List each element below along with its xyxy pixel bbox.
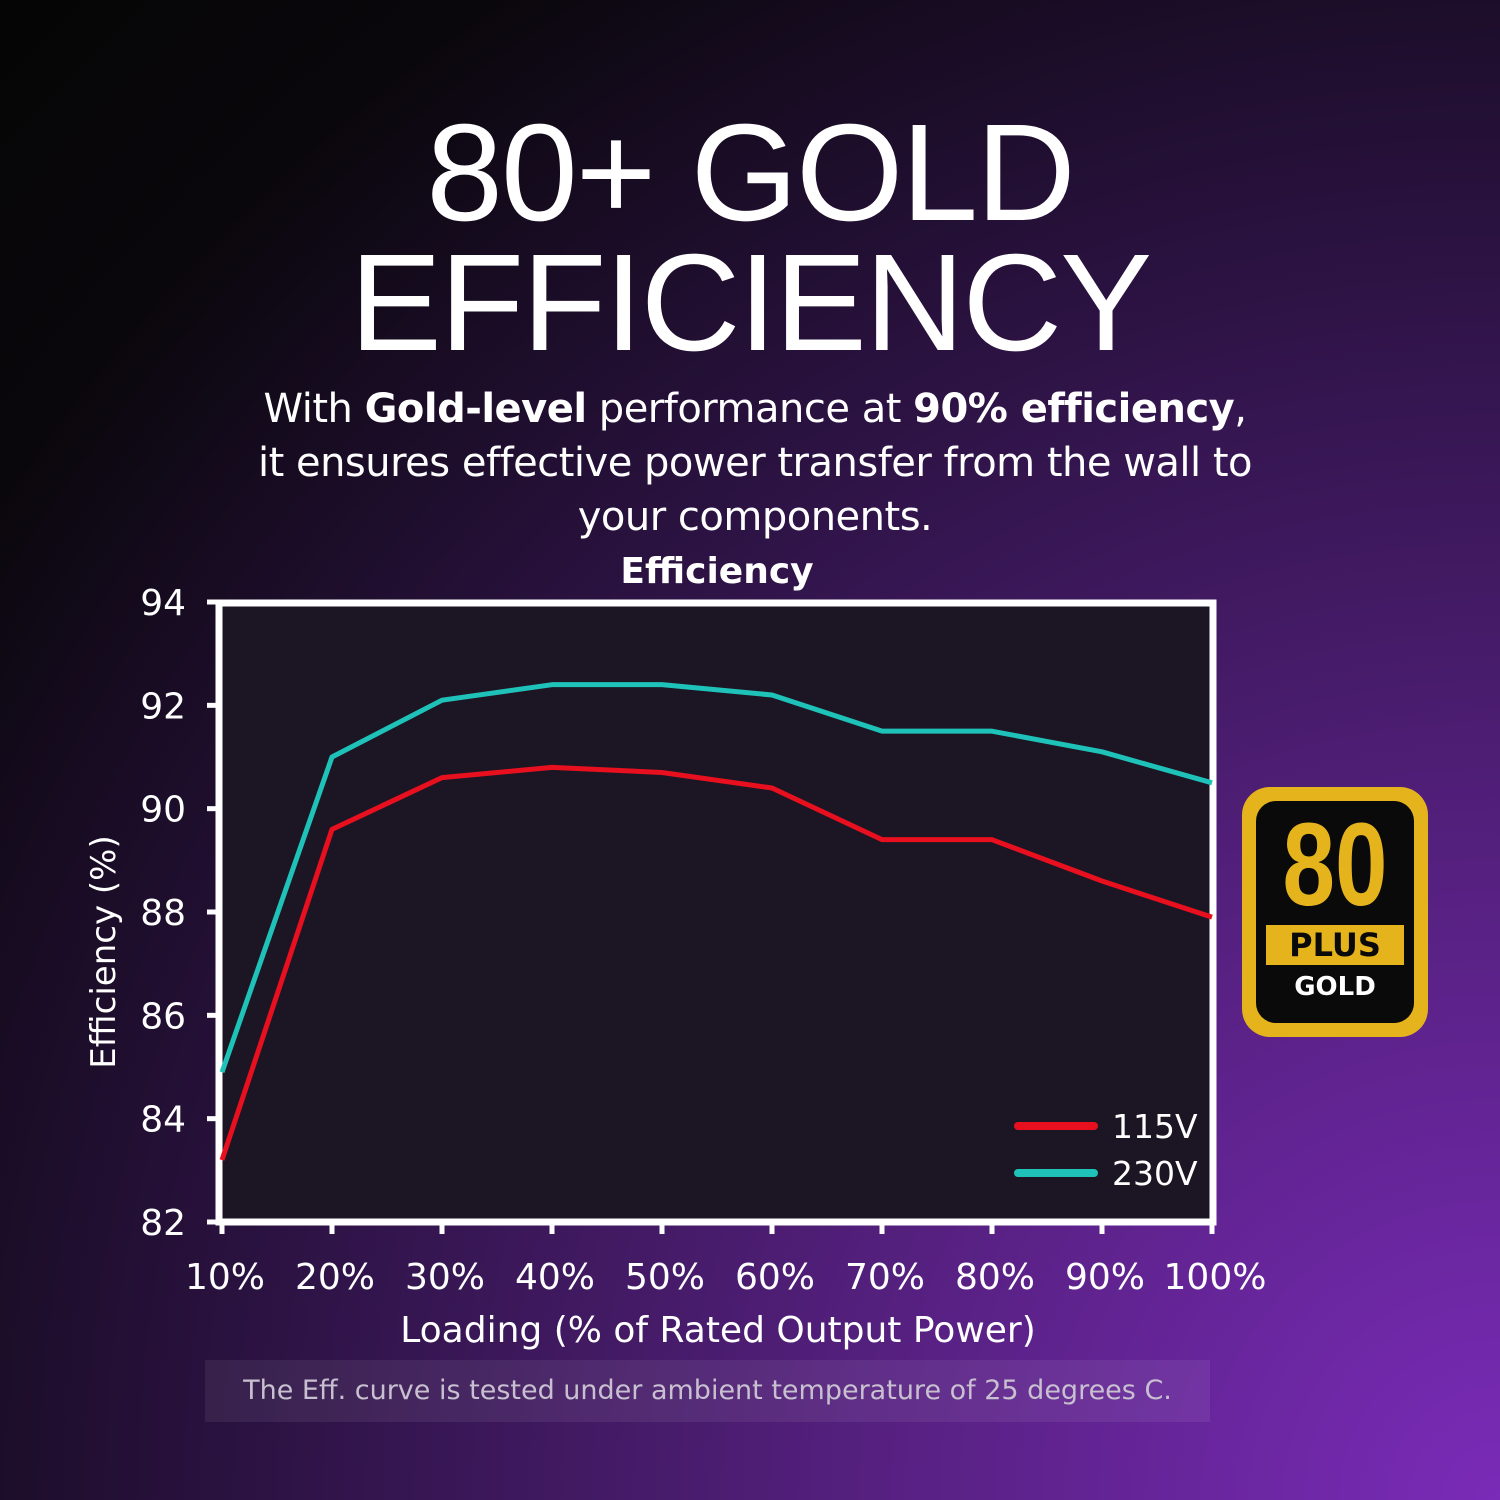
series-line-115V [219,764,1213,1161]
80-plus-gold-badge: 80 PLUS GOLD [1242,787,1428,1037]
sub-text: it ensures effective power transfer from… [257,440,1253,486]
x-tick-label: 10% [185,1257,265,1298]
footnote: The Eff. curve is tested under ambient t… [205,1360,1210,1422]
y-tick-label: 94 [140,583,186,624]
x-axis-label: Loading (% of Rated Output Power) [400,1310,1036,1351]
sub-text: , [1234,386,1247,432]
chart-title: Efficiency [620,551,813,592]
x-tick-label: 50% [625,1257,705,1298]
y-tick-label: 92 [140,686,186,727]
sub-text: With [263,386,365,432]
x-tick-label: 60% [735,1257,815,1298]
badge-plus: PLUS [1266,925,1404,965]
legend-label: 230V [1112,1154,1198,1193]
y-tick-label: 90 [140,790,186,831]
x-tick-label: 70% [845,1257,925,1298]
page-title: 80+ GOLD EFFICIENCY [0,96,1500,380]
badge-level: GOLD [1294,972,1376,1002]
y-tick-label: 84 [140,1100,186,1141]
series-line-230V [219,682,1213,1073]
x-tick-label: 100% [1164,1257,1267,1298]
x-tick-label: 40% [515,1257,595,1298]
sub-text: your components. [577,494,933,540]
y-tick-label: 86 [140,996,186,1037]
title-line-1: 80+ GOLD [426,96,1076,250]
sub-bold: 90% efficiency [913,386,1235,432]
title-line-2: EFFICIENCY [349,226,1152,380]
sub-text: performance at [586,386,914,432]
sub-bold: Gold-level [364,386,588,432]
y-tick-label: 88 [140,893,186,934]
badge-number: 80 [1282,799,1388,931]
y-axis-label: Efficiency (%) [84,835,124,1068]
x-tick-label: 20% [295,1257,375,1298]
legend-label: 115V [1112,1107,1198,1146]
x-tick-label: 30% [405,1257,485,1298]
x-tick-label: 80% [955,1257,1035,1298]
y-tick-label: 82 [140,1203,186,1244]
subtitle: With Gold-level performance at 90% effic… [205,382,1305,544]
x-tick-label: 90% [1065,1257,1145,1298]
